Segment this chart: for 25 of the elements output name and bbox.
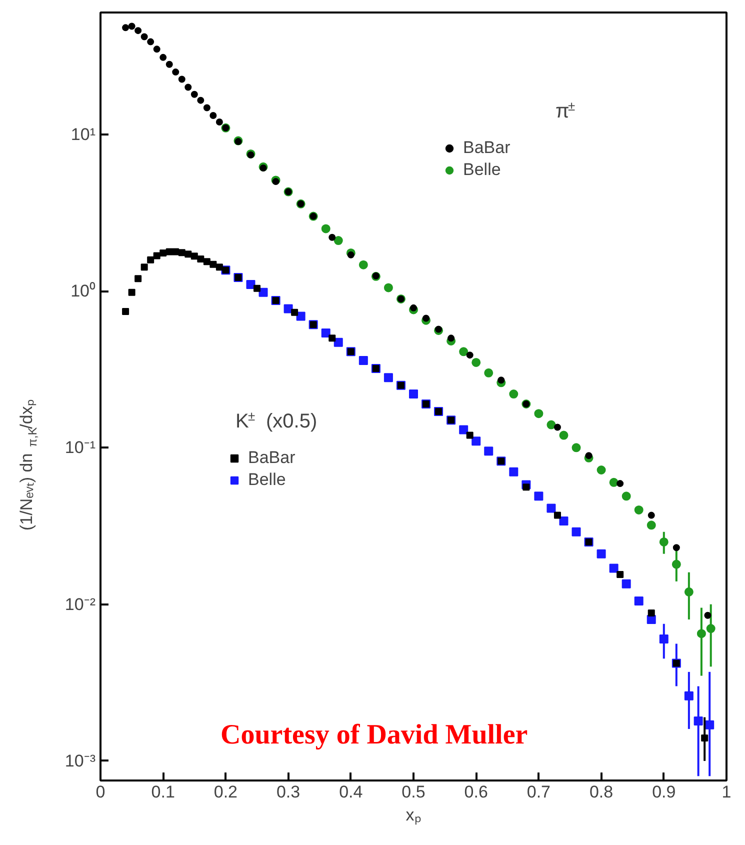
x-tick-label: 0.3 [276,782,300,802]
legend-label: Belle [248,470,286,490]
x-axis-title: xₚ [406,806,422,826]
annotation: Courtesy of David Muller [220,720,528,750]
x-tick-label: 0 [96,782,106,802]
y-tick-label: 10⁰ [70,282,96,301]
x-tick-label: 0.6 [464,782,488,802]
y-axis-title: (1/Nₑᵥₜ) dnπ,K/dxₚ [17,399,40,530]
x-tick-label: 0.5 [402,782,426,802]
y-tick-label: 10⁻³ [64,751,96,770]
legend-label: BaBar [463,138,510,158]
x-tick-label: 0.8 [589,782,614,802]
annotation: π± [556,98,576,122]
y-tick-label: 10⁻¹ [64,438,96,458]
y-tick-label: 10⁻² [64,594,96,614]
legend-label: BaBar [248,448,296,468]
x-tick-label: 0.4 [339,782,363,802]
legend-label: Belle [463,160,501,180]
x-tick-label: 0.1 [151,782,175,802]
x-tick-label: 0.2 [214,782,238,802]
y-tick-label: 10¹ [70,124,96,144]
x-tick-label: 1 [722,782,732,802]
annotation: K± (x0.5) [236,408,318,432]
x-tick-label: 0.7 [526,782,551,802]
x-tick-label: 0.9 [652,782,676,802]
